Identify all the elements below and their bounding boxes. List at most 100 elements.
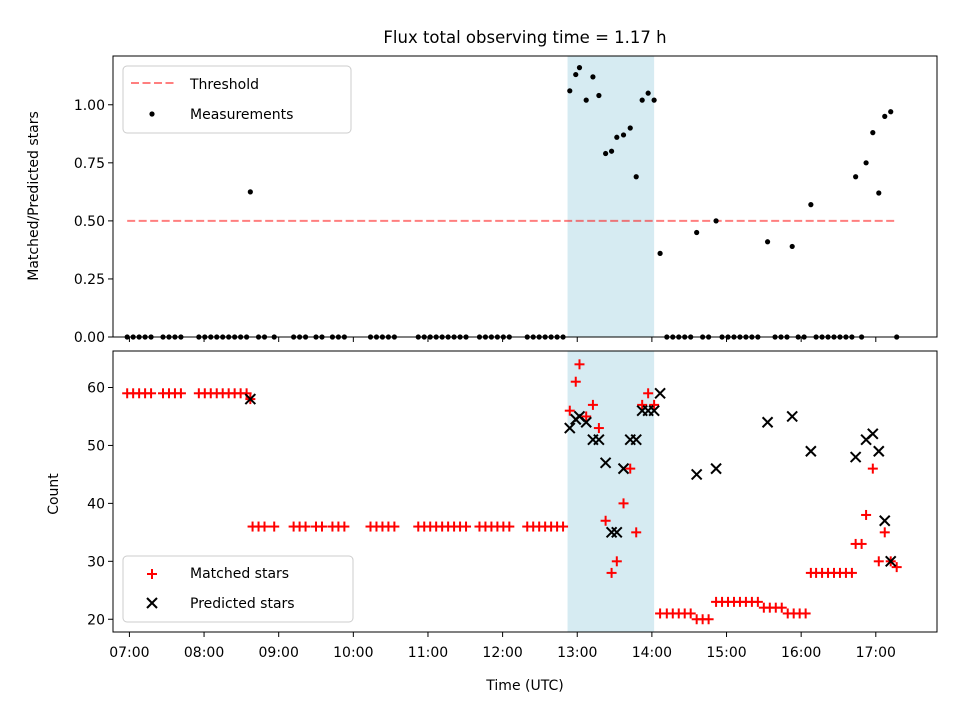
measurement-point [247,189,253,195]
measurement-point [764,239,771,245]
predicted-star-marker [648,404,660,417]
matched-star-marker [625,463,636,474]
predicted-star-marker [630,433,642,446]
predicted-star-marker [761,416,774,428]
matched-star-marker [339,521,350,532]
measurement-point [608,148,615,154]
bottom-x-tick-label: 08:00 [184,645,224,661]
bottom-x-tick-label: 09:00 [259,645,299,661]
bottom-x-tick-label: 13:00 [557,645,597,661]
bottom-x-tick-label: 17:00 [856,645,896,661]
bottom-x-tick-label: 12:00 [482,645,522,661]
top-x-ticks [128,337,877,342]
bottom-x-tick-label: 14:00 [632,645,672,661]
top-y-tick-label: 0.75 [74,156,105,172]
measurement-point [596,92,602,99]
top-y-tick-label: 0.00 [74,330,105,346]
measurement-point [789,243,795,250]
legend-threshold-label: Threshold [189,77,259,93]
legend-matched-swatch [147,569,157,579]
measurement-point [882,113,888,119]
measurement-point [639,97,645,103]
top-y-tick-label: 0.25 [74,272,105,288]
measurement-point [863,160,869,166]
matched-star-marker [389,521,400,532]
chart-title: Flux total observing time = 1.17 h [383,28,666,47]
measurement-point [808,202,814,208]
measurement-point [853,174,859,180]
legend-predicted-swatch [146,597,158,609]
matched-star-marker [649,399,660,410]
top-y-tick-label: 1.00 [74,98,105,114]
measurement-point [620,132,627,138]
matched-star-marker [558,521,569,532]
bottom-highlight-span [567,351,655,632]
bottom-x-tick-label: 16:00 [781,645,821,661]
bottom-x-tick-label: 11:00 [408,645,448,661]
legend-predicted-label: Predicted stars [190,596,295,612]
top-panel: 0.00 0.25 0.50 0.75 1.00 Matched/Predicted s… [26,55,938,346]
top-axes-frame [112,55,938,338]
matched-star-marker [504,521,515,532]
predicted-star-marker [654,387,666,400]
measurement-point [567,88,573,94]
bottom-legend-box [122,555,354,623]
matched-star-marker [300,521,311,532]
measurement-point [576,65,583,71]
measurement-point [651,97,657,103]
predicted-star-marker [885,555,897,568]
top-y-ticks: 0.00 0.25 0.50 0.75 1.00 [74,98,113,346]
matched-star-marker [574,359,585,370]
measurement-point [603,150,609,157]
predicted-star-marker [867,428,879,440]
predicted-star-marker [564,422,576,434]
bottom-axes-frame [112,350,938,633]
predicted-star-points [244,387,897,568]
matched-star-marker [867,463,878,474]
bottom-y-tick-label: 30 [87,554,105,570]
matched-star-marker [637,399,648,410]
legend-measurements-label: Measurements [190,107,293,123]
measurement-point [694,229,700,236]
bottom-legend: Matched stars Predicted stars [122,555,354,623]
bottom-y-tick-label: 60 [87,381,105,397]
predicted-star-marker [710,462,722,475]
matched-star-marker [879,527,890,538]
measurement-point [573,71,579,78]
top-legend: Threshold Measurements [122,65,352,134]
matched-star-marker [175,388,186,399]
matched-star-marker [776,602,787,613]
matched-star-marker [316,521,327,532]
measurement-point [657,250,663,256]
matched-star-marker [873,556,884,567]
predicted-star-marker [786,410,798,423]
measurement-point [590,74,596,80]
predicted-star-marker [611,526,623,539]
legend-matched-label: Matched stars [190,566,289,582]
matched-star-marker [643,388,654,399]
measurement-points [124,65,900,340]
predicted-star-marker [879,515,891,527]
top-legend-box [122,65,352,134]
legend-measurements-swatch [149,111,155,117]
matched-star-marker [259,521,270,532]
bottom-x-ticks: 07:00 08:00 09:00 10:00 11:00 12:00 13:00 14:00… [109,632,896,661]
matched-star-marker [587,399,598,410]
bottom-x-label: Time (UTC) [485,678,563,694]
measurement-point [633,174,639,180]
matched-star-points [122,359,902,625]
matched-star-marker [618,498,629,509]
predicted-star-marker [599,457,612,469]
bottom-y-ticks: 20 30 40 50 60 [87,381,113,628]
matched-star-marker [570,376,581,387]
matched-star-marker [146,388,157,399]
measurement-point [614,134,620,140]
matched-star-marker [703,614,714,625]
matched-star-marker [752,596,763,607]
bottom-x-tick-label: 15:00 [706,645,746,661]
matched-star-marker [581,411,592,422]
measurement-point [645,90,651,96]
predicted-star-marker [690,468,703,481]
matched-star-marker [891,562,902,573]
